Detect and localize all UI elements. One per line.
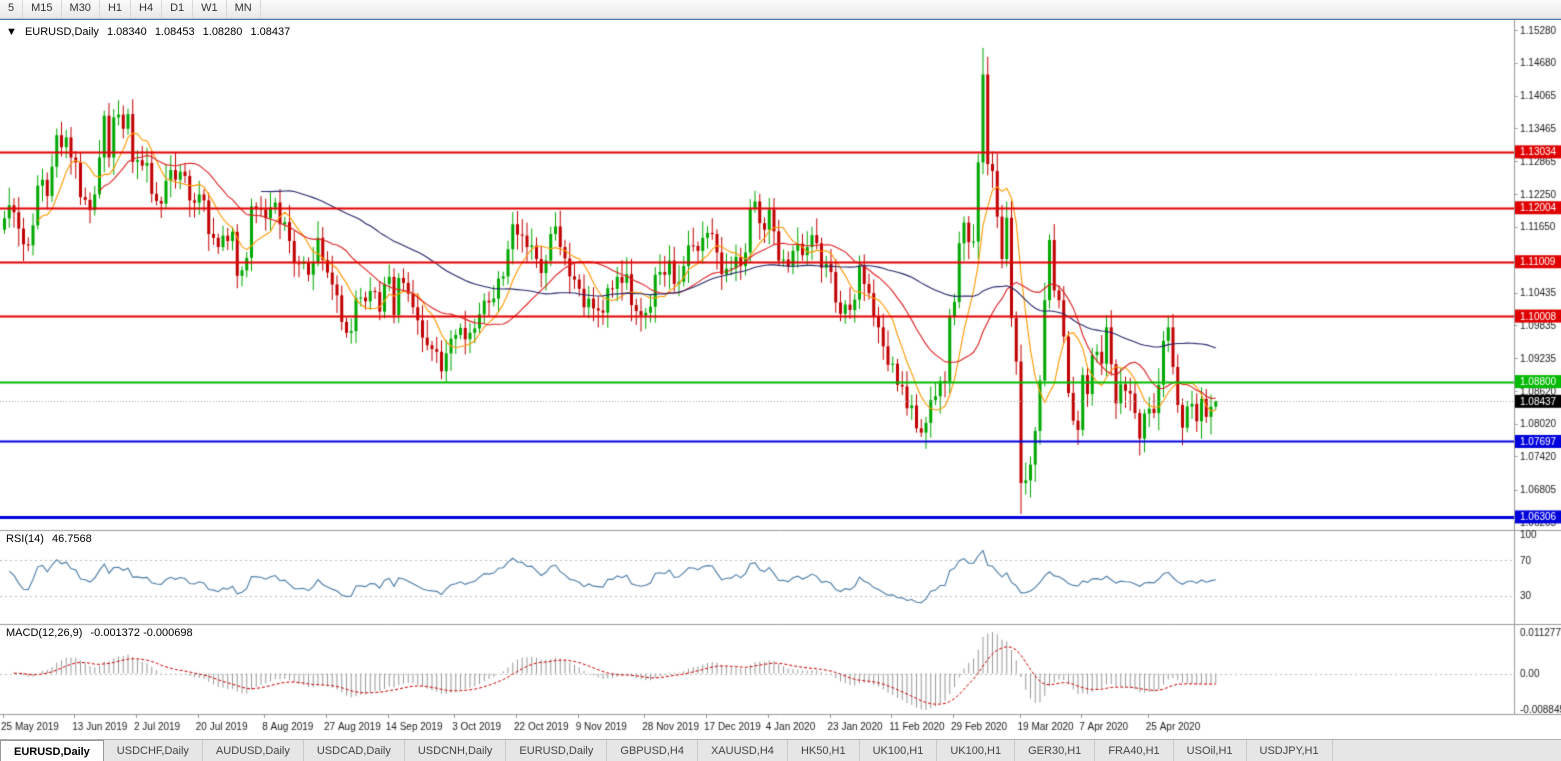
symbol-expander-icon: ▼ xyxy=(6,26,17,38)
tab-fra40-h1[interactable]: FRA40,H1 xyxy=(1095,740,1174,761)
rsi-indicator-label: RSI(14) 46.7568 xyxy=(6,533,97,545)
timeframe-m15[interactable]: M15 xyxy=(23,0,62,18)
tab-uk100-h1[interactable]: UK100,H1 xyxy=(937,740,1016,761)
timeframe-d1[interactable]: D1 xyxy=(162,0,194,18)
timeframe-h1[interactable]: H1 xyxy=(100,0,131,18)
quote-high: 1.08453 xyxy=(154,26,195,38)
chart-window: ▼ EURUSD,Daily 1.08340 1.08453 1.08280 1… xyxy=(0,19,1561,739)
tab-uk100-h1[interactable]: UK100,H1 xyxy=(860,740,938,761)
tab-usoil-h1[interactable]: USOil,H1 xyxy=(1174,740,1247,761)
timeframe-toolbar: 5 M15 M30 H1 H4 D1 W1 MN xyxy=(0,0,1561,19)
tab-usdcnh-daily[interactable]: USDCNH,Daily xyxy=(405,740,507,761)
rsi-value: 46.7568 xyxy=(51,533,92,545)
quote-close: 1.08437 xyxy=(250,26,291,38)
tab-xauusd-h4[interactable]: XAUUSD,H4 xyxy=(698,740,788,761)
tab-gbpusd-h4[interactable]: GBPUSD,H4 xyxy=(607,740,698,761)
quote-open: 1.08340 xyxy=(106,26,147,38)
tab-ger30-h1[interactable]: GER30,H1 xyxy=(1015,740,1096,761)
tab-usdcad-daily[interactable]: USDCAD,Daily xyxy=(304,740,405,761)
timeframe-m30[interactable]: M30 xyxy=(62,0,100,18)
macd-values: -0.001372 -0.000698 xyxy=(90,627,193,639)
macd-name: MACD(12,26,9) xyxy=(6,627,83,639)
tab-eurusd-daily[interactable]: EURUSD,Daily xyxy=(506,740,608,761)
timeframe-mn[interactable]: MN xyxy=(227,0,261,18)
chart-tabbar: EURUSD,Daily USDCHF,Daily AUDUSD,Daily USDC… xyxy=(0,739,1561,761)
timeframe-5[interactable]: 5 xyxy=(0,0,24,18)
timeframe-h4[interactable]: H4 xyxy=(131,0,163,18)
quote-line: ▼ EURUSD,Daily 1.08340 1.08453 1.08280 1… xyxy=(6,26,295,38)
tab-usdchf-daily[interactable]: USDCHF,Daily xyxy=(104,740,203,761)
quote-symbol: EURUSD,Daily xyxy=(24,26,99,38)
rsi-name: RSI(14) xyxy=(6,533,44,545)
quote-low: 1.08280 xyxy=(202,26,243,38)
tab-audusd-daily[interactable]: AUDUSD,Daily xyxy=(203,740,304,761)
chart-canvas[interactable] xyxy=(0,20,1561,738)
tab-usdjpy-h1[interactable]: USDJPY,H1 xyxy=(1247,740,1333,761)
timeframe-w1[interactable]: W1 xyxy=(193,0,227,18)
tab-hk50-h1[interactable]: HK50,H1 xyxy=(788,740,860,761)
tab-eurusd-daily[interactable]: EURUSD,Daily xyxy=(0,740,104,761)
macd-indicator-label: MACD(12,26,9) -0.001372 -0.000698 xyxy=(6,627,198,639)
